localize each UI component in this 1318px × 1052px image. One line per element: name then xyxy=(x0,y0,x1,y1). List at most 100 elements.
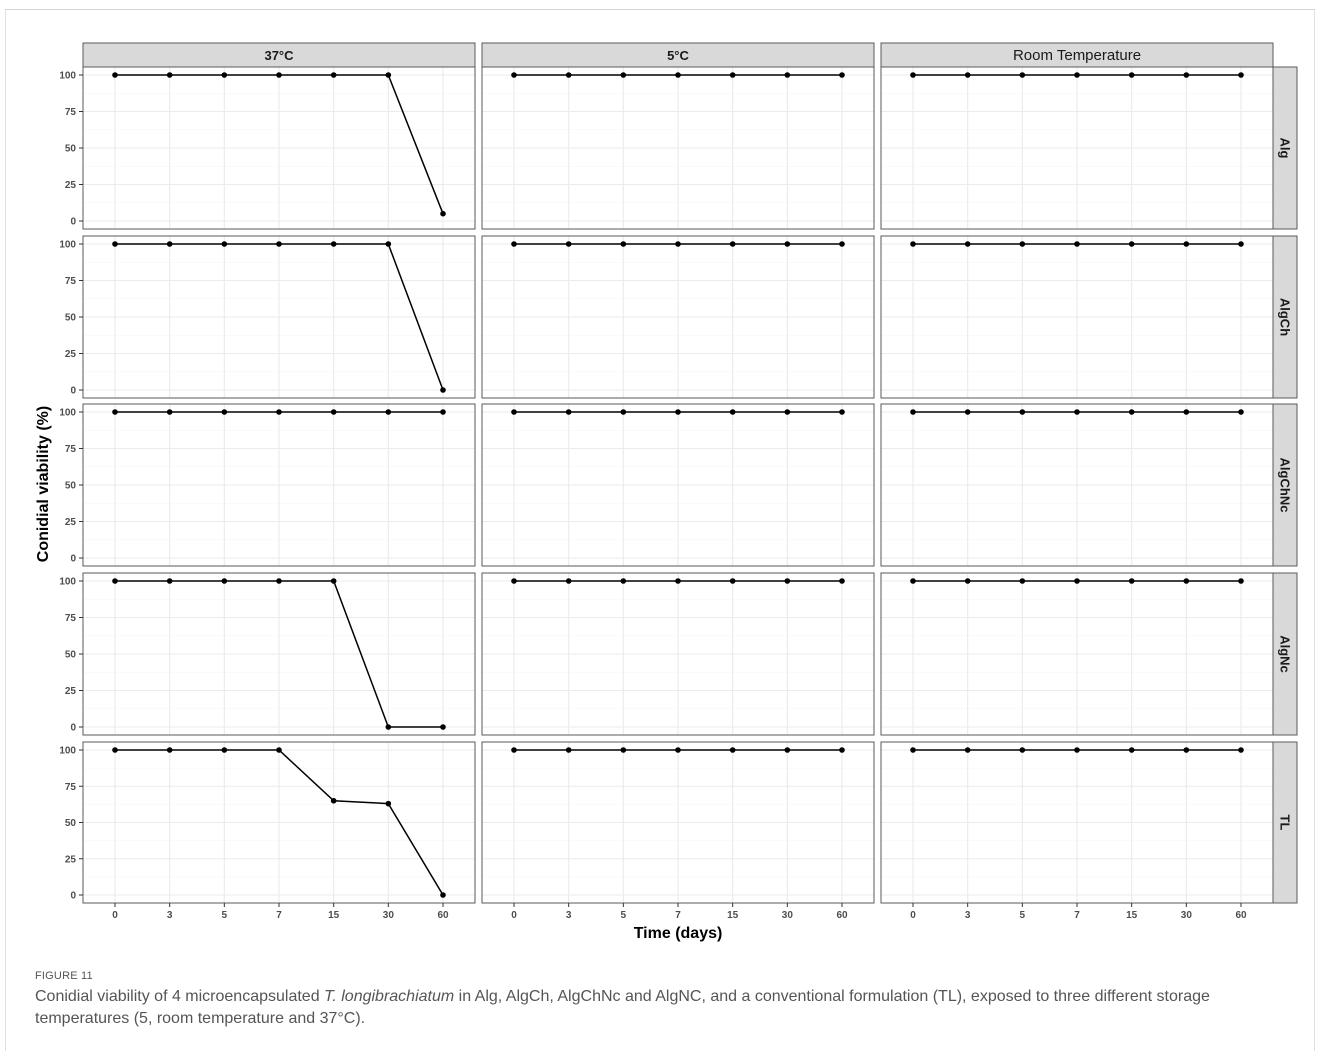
data-point xyxy=(784,578,791,584)
panel-tl-37c xyxy=(82,741,476,904)
y-tick-label: 100 xyxy=(59,577,76,588)
data-point xyxy=(964,578,971,584)
data-point xyxy=(511,241,517,247)
data-point xyxy=(166,72,173,78)
data-point xyxy=(1019,747,1026,753)
x-tick-label: 7 xyxy=(675,910,681,921)
data-point xyxy=(112,578,118,584)
data-point xyxy=(565,72,572,78)
data-point xyxy=(729,72,736,78)
data-point xyxy=(330,409,337,415)
data-point xyxy=(1128,241,1135,247)
data-point xyxy=(330,241,337,247)
data-point xyxy=(1238,72,1244,78)
data-point xyxy=(385,409,392,415)
data-point xyxy=(620,747,627,753)
y-tick-label: 50 xyxy=(65,818,77,829)
data-point xyxy=(910,578,916,584)
data-point xyxy=(385,72,392,78)
data-point xyxy=(511,72,517,78)
panel-border xyxy=(481,403,875,567)
column-label-room-temperature: Room Temperature xyxy=(1013,47,1141,64)
data-point xyxy=(1128,409,1135,415)
y-tick-label: 75 xyxy=(65,782,77,793)
panel-algchnc-room-temperature xyxy=(880,403,1274,567)
data-point xyxy=(565,241,572,247)
figure-frame xyxy=(5,9,1315,1051)
y-tick-label: 25 xyxy=(65,686,77,697)
data-point xyxy=(839,409,845,415)
caption-text-after: in Alg, AlgCh, AlgChNc and AlgNC, and a … xyxy=(35,988,1210,1027)
data-point xyxy=(221,241,228,247)
row-label-algnc: AlgNc xyxy=(1278,635,1293,673)
faceted-line-chart: 37°C 5°C Room Temperature Alg AlgCh AlgChNc Al… xyxy=(35,42,1298,942)
panel-alg-5c xyxy=(481,66,875,230)
data-point xyxy=(1238,578,1244,584)
data-point xyxy=(1128,72,1135,78)
data-point xyxy=(276,72,282,78)
data-point xyxy=(675,409,681,415)
data-point xyxy=(964,241,971,247)
data-point xyxy=(1019,578,1026,584)
data-point xyxy=(1019,72,1026,78)
data-point xyxy=(166,241,173,247)
x-tick-label: 7 xyxy=(1074,910,1080,921)
data-point xyxy=(276,747,282,753)
data-point xyxy=(276,578,282,584)
panel-algnc-room-temperature xyxy=(880,572,1274,736)
data-point xyxy=(565,578,572,584)
facet-strips: 37°C 5°C Room Temperature Alg AlgCh AlgChNc Al… xyxy=(82,42,1298,904)
data-point xyxy=(729,747,736,753)
x-tick-label: 3 xyxy=(566,910,572,921)
panel-border xyxy=(481,572,875,736)
y-tick-label: 0 xyxy=(70,386,76,397)
y-tick-label: 100 xyxy=(59,746,76,757)
data-point xyxy=(839,72,845,78)
data-point xyxy=(910,747,916,753)
data-point xyxy=(675,241,681,247)
data-point xyxy=(440,210,446,217)
data-point xyxy=(784,409,791,415)
data-point xyxy=(1238,241,1244,247)
data-point xyxy=(112,241,118,247)
x-tick-label: 30 xyxy=(1181,910,1193,921)
data-point xyxy=(1183,241,1190,247)
data-point xyxy=(1074,578,1080,584)
data-point xyxy=(112,409,118,415)
caption-species: T. longibrachiatum xyxy=(324,988,455,1005)
y-tick-label: 75 xyxy=(65,276,77,287)
y-tick-label: 25 xyxy=(65,349,77,360)
y-tick-label: 25 xyxy=(65,180,77,191)
data-point xyxy=(565,747,572,753)
row-strip-algch xyxy=(1272,235,1298,399)
x-tick-label: 60 xyxy=(437,910,449,921)
y-tick-label: 50 xyxy=(65,313,77,324)
axes: 0255075100025507510002550751000255075100… xyxy=(59,71,1247,922)
row-label-alg: Alg xyxy=(1278,138,1293,159)
data-point xyxy=(1183,747,1190,753)
y-tick-label: 100 xyxy=(59,71,76,82)
data-point xyxy=(675,72,681,78)
data-point xyxy=(440,409,446,415)
data-point xyxy=(511,747,517,753)
data-point xyxy=(440,724,446,730)
facet-panels xyxy=(82,66,1274,904)
x-tick-label: 3 xyxy=(167,910,173,921)
panel-algch-room-temperature xyxy=(880,235,1274,399)
panel-alg-37c xyxy=(82,66,476,230)
column-label-5c: 5°C xyxy=(667,48,689,63)
figure-label: FIGURE 11 xyxy=(35,970,93,982)
x-tick-label: 3 xyxy=(965,910,971,921)
data-point xyxy=(385,724,392,730)
row-strip-alg xyxy=(1272,66,1298,230)
column-label-37c: 37°C xyxy=(264,48,294,63)
x-tick-label: 0 xyxy=(112,910,118,921)
figure-caption: Conidial viability of 4 microencapsulate… xyxy=(35,986,1285,1030)
x-tick-label: 30 xyxy=(782,910,794,921)
data-point xyxy=(330,578,337,584)
data-point xyxy=(1238,747,1244,753)
y-tick-label: 75 xyxy=(65,613,77,624)
data-point xyxy=(784,241,791,247)
y-tick-label: 0 xyxy=(70,554,76,565)
data-point xyxy=(784,72,791,78)
